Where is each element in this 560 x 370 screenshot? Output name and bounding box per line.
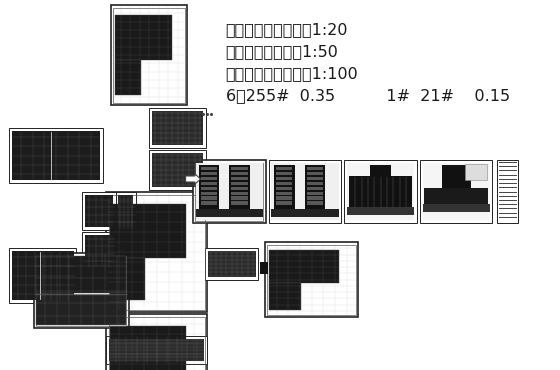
Bar [231, 201, 248, 205]
Bar [10, 248, 77, 303]
Bar [109, 339, 204, 361]
Bar [441, 165, 470, 206]
Bar [465, 164, 487, 180]
Bar [276, 201, 292, 205]
Bar [200, 182, 217, 185]
Text: 节点详图的出图比例1:20: 节点详图的出图比例1:20 [226, 22, 348, 37]
Bar [113, 7, 185, 102]
Bar [347, 207, 414, 215]
Bar [347, 163, 414, 220]
Bar [276, 177, 292, 180]
Bar [420, 160, 492, 223]
Bar [106, 314, 207, 370]
Bar [85, 195, 113, 227]
Bar [230, 165, 250, 212]
Bar [424, 188, 488, 204]
Bar [85, 235, 113, 265]
Bar [269, 283, 301, 309]
Bar [276, 167, 292, 171]
Bar [231, 192, 248, 195]
Bar [152, 153, 203, 187]
Bar [307, 177, 323, 180]
Bar [116, 192, 136, 230]
Bar [231, 172, 248, 175]
Bar [272, 163, 339, 220]
Bar [307, 182, 323, 185]
Bar [307, 196, 323, 200]
Bar [344, 160, 417, 223]
Bar [276, 186, 292, 190]
Bar [111, 5, 188, 105]
Bar [231, 196, 248, 200]
FancyArrow shape [185, 174, 200, 184]
Bar [307, 167, 323, 171]
Bar [274, 165, 295, 212]
Bar [200, 172, 217, 175]
Bar [115, 15, 172, 60]
Bar [200, 177, 217, 180]
Bar [231, 167, 248, 171]
Bar [200, 196, 217, 200]
Bar [497, 160, 517, 223]
Bar [36, 295, 126, 325]
Bar [267, 245, 356, 314]
Bar [269, 160, 342, 223]
Bar [305, 165, 325, 212]
Bar [149, 108, 206, 148]
Bar [231, 186, 248, 190]
Bar [115, 60, 142, 95]
Bar [195, 162, 264, 221]
Bar [119, 195, 133, 227]
Bar [36, 256, 126, 293]
Bar [307, 172, 323, 175]
Bar [200, 186, 217, 190]
Bar [193, 160, 266, 223]
Bar [149, 150, 206, 190]
Bar [260, 262, 268, 274]
Text: 6，255#  0.35          1#  21#    0.15: 6，255# 0.35 1# 21# 0.15 [226, 88, 510, 103]
Bar [36, 256, 127, 326]
Text: 放大图的出图比例1:50: 放大图的出图比例1:50 [226, 44, 339, 59]
Bar [196, 209, 263, 217]
Bar [272, 209, 339, 217]
Bar [276, 196, 292, 200]
Bar [276, 182, 292, 185]
Bar [307, 192, 323, 195]
Bar [106, 336, 207, 364]
Bar [200, 167, 217, 171]
Bar [34, 253, 129, 328]
Bar [110, 258, 145, 300]
Bar [12, 131, 100, 180]
Bar [200, 201, 217, 205]
Bar [370, 165, 391, 178]
Bar [199, 165, 219, 212]
Bar [110, 204, 185, 258]
Bar [106, 192, 207, 312]
Bar [231, 177, 248, 180]
Bar [205, 248, 258, 280]
Bar [231, 182, 248, 185]
Bar [10, 128, 102, 183]
Bar [307, 201, 323, 205]
Bar [152, 111, 203, 145]
Bar [196, 163, 263, 220]
Bar [423, 163, 489, 220]
Bar [82, 232, 116, 268]
Bar [349, 176, 412, 207]
Bar [208, 251, 255, 277]
Bar [423, 204, 489, 212]
Bar [276, 172, 292, 175]
Bar [82, 192, 116, 230]
Bar [265, 242, 358, 317]
Bar [110, 326, 185, 370]
Bar [109, 316, 205, 370]
Bar [12, 251, 74, 300]
Bar [307, 186, 323, 190]
Text: 平立剑图的出图比例1:100: 平立剑图的出图比例1:100 [226, 66, 358, 81]
Bar [276, 192, 292, 195]
Bar [269, 249, 339, 283]
Bar [109, 195, 205, 309]
Bar [200, 192, 217, 195]
